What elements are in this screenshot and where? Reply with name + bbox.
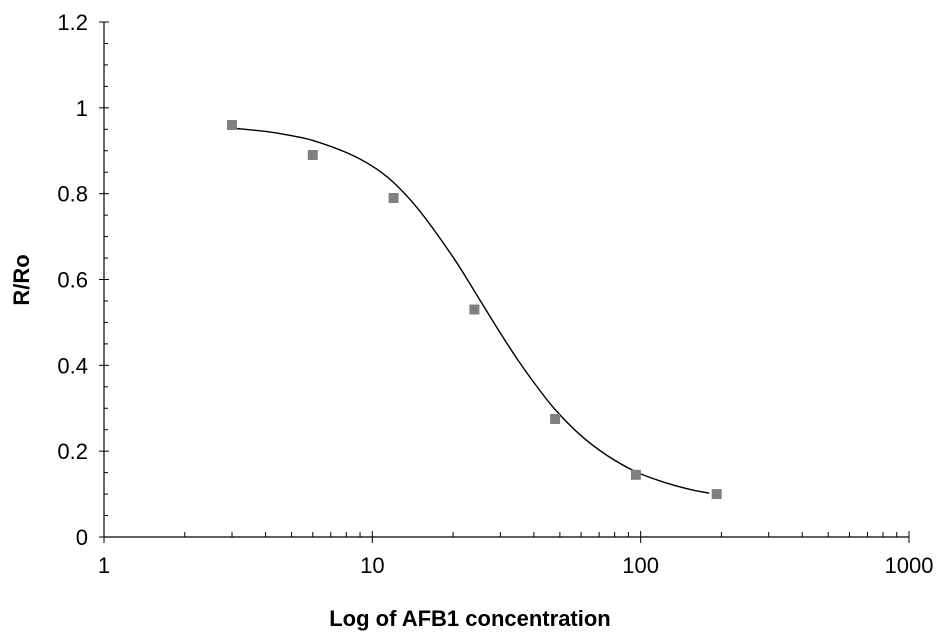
y-tick-label: 0	[76, 525, 88, 550]
y-axis-title: R/Ro	[9, 254, 34, 305]
y-tick-label: 0.8	[57, 182, 88, 207]
y-tick-label: 0.2	[57, 439, 88, 464]
x-tick-label: 100	[622, 553, 659, 578]
tick-labels-layer: 0 0.2 0.4 0.6 0.8 1 1.2 1 10 100 1000	[57, 10, 933, 578]
y-tick-label: 0.4	[57, 353, 88, 378]
y-tick-label: 0.6	[57, 268, 88, 293]
data-point-marker	[550, 414, 561, 424]
y-tick-label: 1.2	[57, 10, 88, 35]
x-tick-label: 1	[98, 553, 110, 578]
axes-layer	[103, 22, 909, 538]
data-point-marker	[227, 120, 237, 130]
x-tick-label: 10	[360, 553, 384, 578]
data-point-marker	[711, 489, 722, 500]
ticks-layer	[99, 21, 910, 543]
data-point-marker	[630, 469, 641, 480]
data-point-marker	[388, 193, 399, 203]
points-layer	[227, 120, 722, 500]
data-point-marker	[469, 304, 480, 315]
y-tick-label: 1	[76, 96, 88, 121]
data-point-marker	[307, 150, 318, 160]
x-axis-title: Log of AFB1 concentration	[329, 606, 611, 631]
x-tick-label: 1000	[885, 553, 934, 578]
